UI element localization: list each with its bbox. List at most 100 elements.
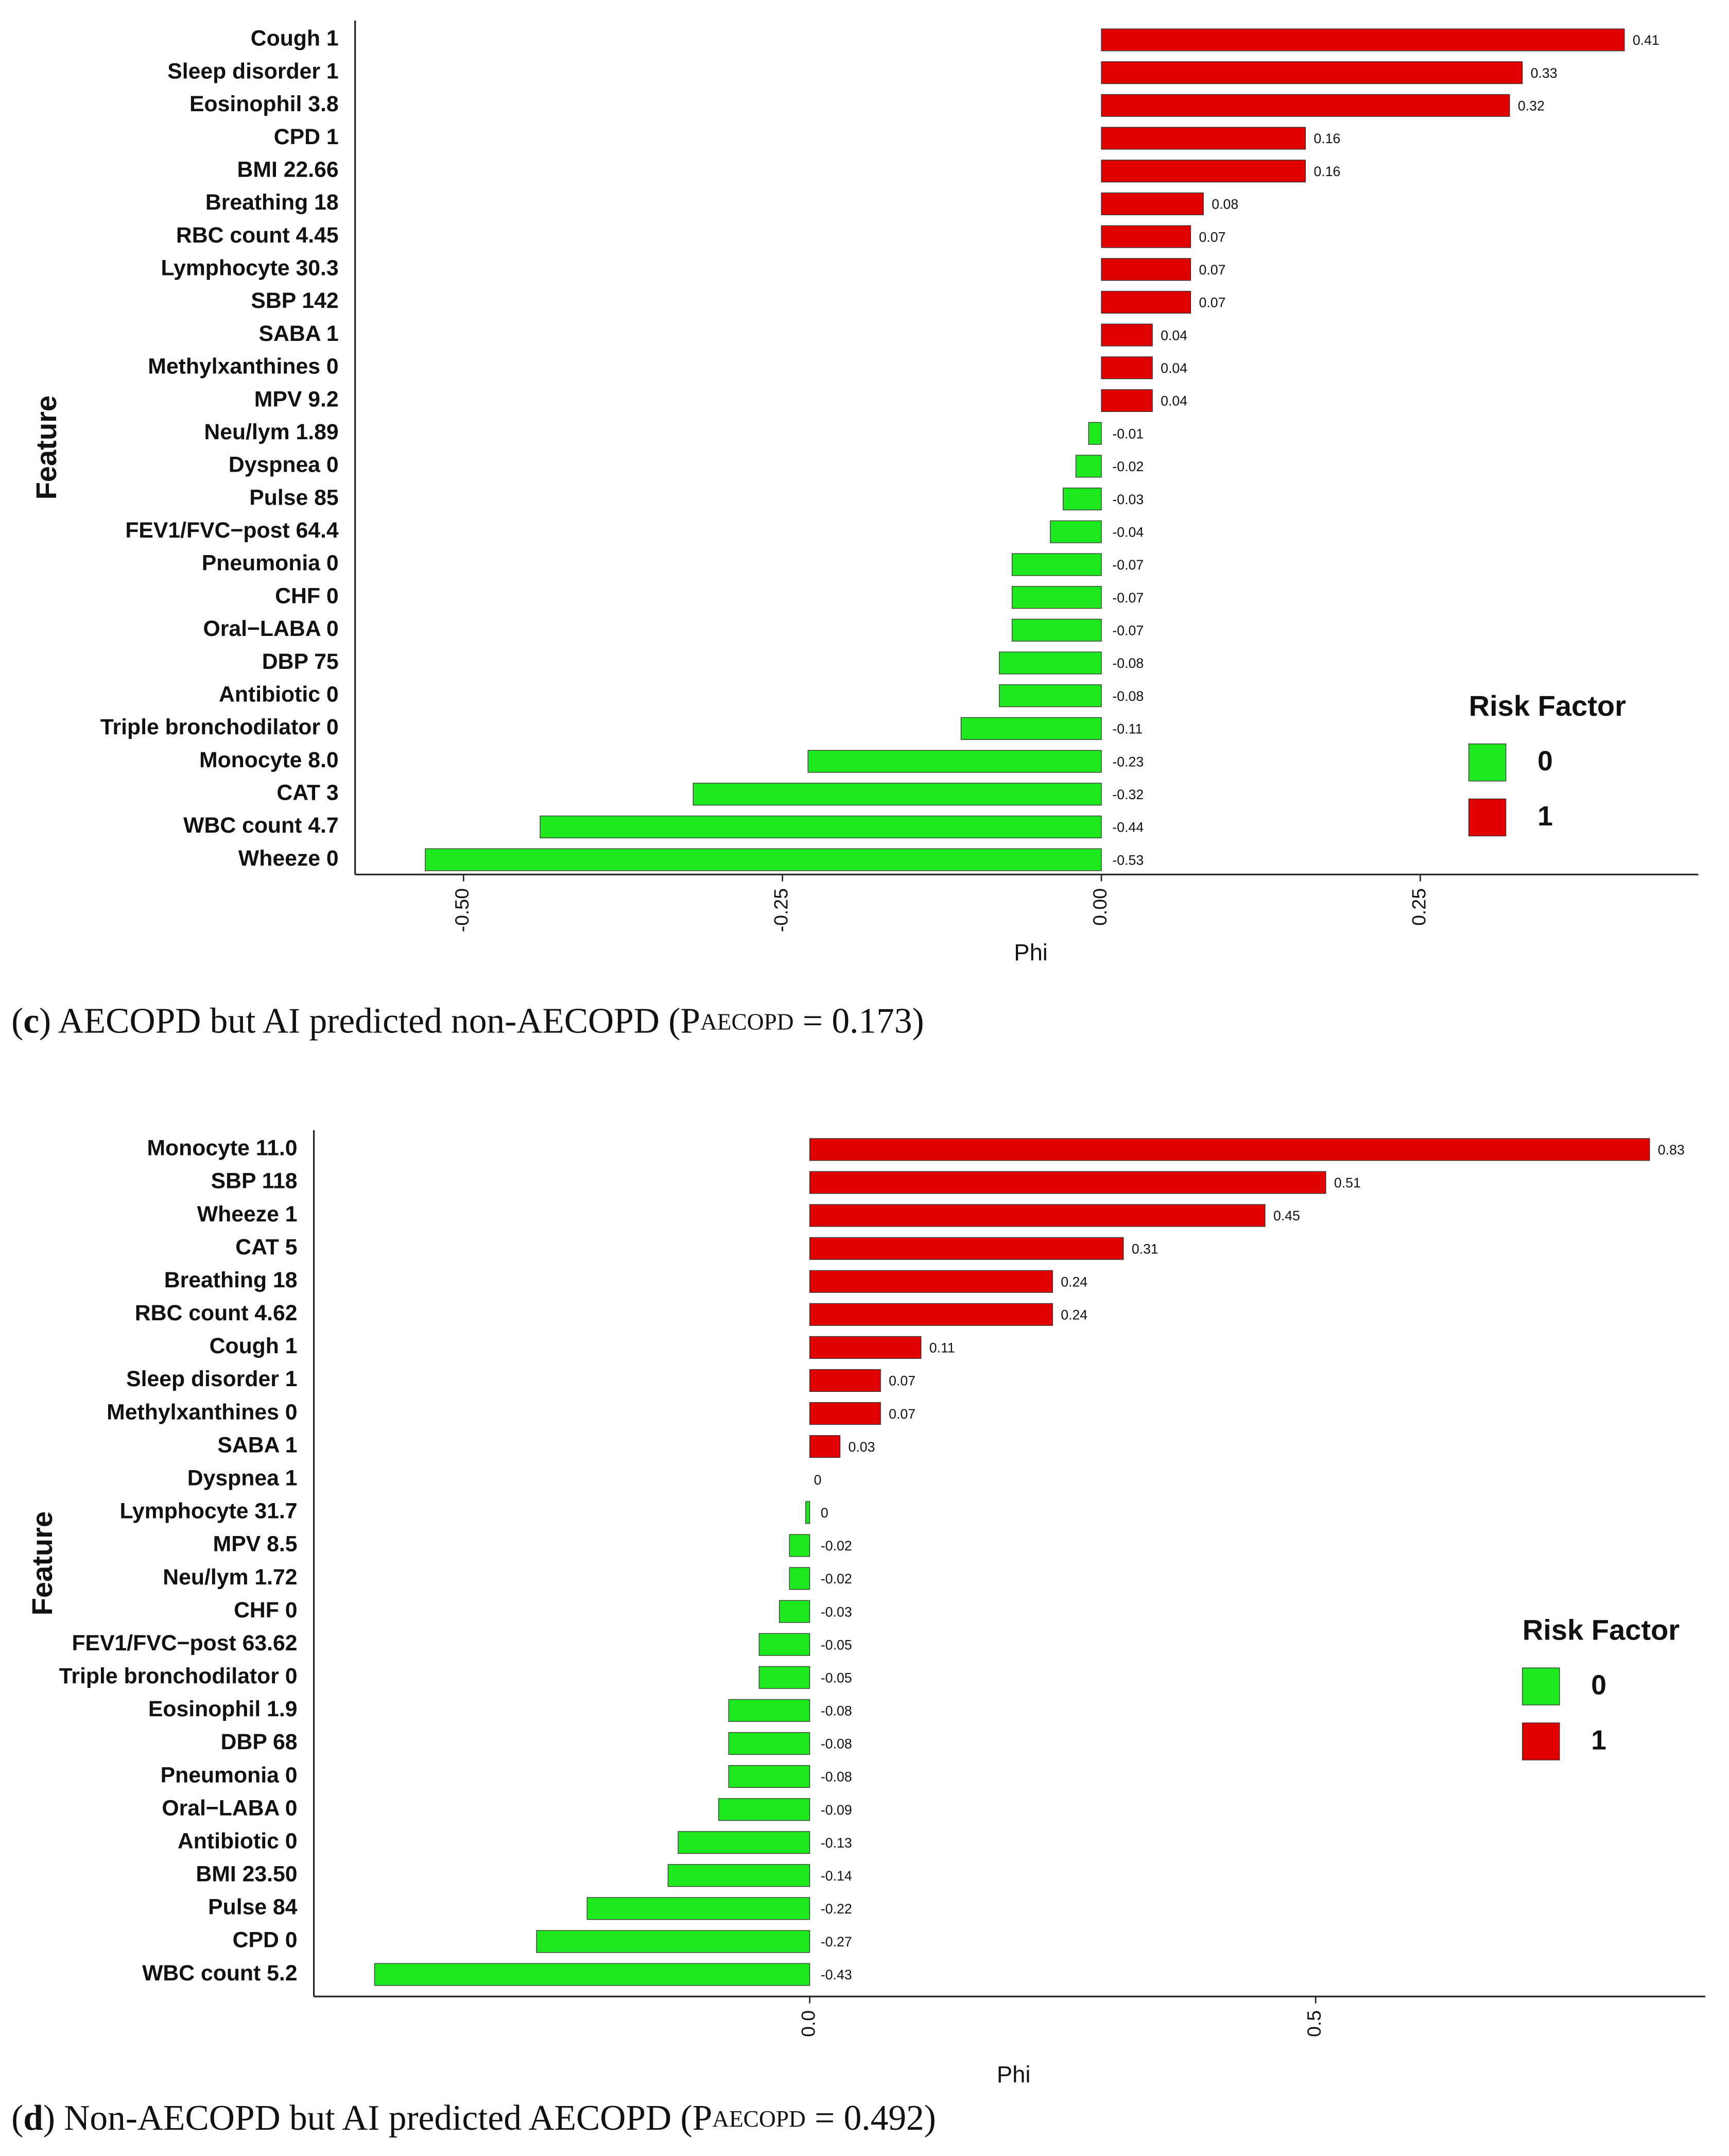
category-label: Pneumonia 0 (161, 1763, 298, 1787)
bar (1101, 160, 1306, 183)
value-label: 0.07 (889, 1406, 915, 1422)
value-label: 0.41 (1633, 32, 1659, 48)
value-label: -0.08 (1112, 688, 1144, 704)
y-axis-title: Feature (26, 1511, 58, 1616)
category-label: MPV 8.5 (213, 1532, 298, 1557)
value-label: 0.07 (1199, 262, 1225, 278)
value-label: 0.16 (1313, 131, 1340, 146)
caption: (c) AECOPD but AI predicted non-AECOPD (… (11, 1001, 924, 1041)
bar (779, 1600, 810, 1623)
bar (667, 1864, 810, 1887)
caption-part: = 0.173) (794, 1001, 924, 1041)
caption: (d) Non-AECOPD but AI predicted AECOPD (… (11, 2098, 936, 2138)
value-label: -0.44 (1112, 820, 1144, 835)
category-label: Eosinophil 1.9 (148, 1697, 298, 1721)
x-tick-label: -0.25 (770, 888, 792, 932)
legend-label: 0 (1537, 746, 1553, 777)
bar (1101, 61, 1523, 84)
bar (807, 750, 1102, 773)
category-label: FEV1/FVC−post 63.62 (72, 1631, 297, 1655)
category-label: CPD 1 (274, 125, 339, 149)
bar (1101, 323, 1153, 347)
value-label: 0.51 (1334, 1175, 1361, 1191)
caption-part: d (23, 2098, 43, 2138)
bar (960, 717, 1102, 740)
category-label: Breathing 18 (164, 1268, 298, 1292)
category-label: Lymphocyte 31.7 (119, 1499, 297, 1524)
value-label: -0.27 (821, 1934, 852, 1950)
bar (789, 1567, 810, 1590)
value-label: -0.08 (821, 1769, 852, 1785)
value-label: -0.01 (1112, 426, 1144, 441)
category-label: SBP 118 (211, 1169, 298, 1194)
category-label: Wheeze 1 (197, 1202, 298, 1227)
category-label: Breathing 18 (205, 190, 339, 215)
bar (718, 1798, 810, 1821)
bar (1063, 488, 1102, 511)
value-label: -0.05 (821, 1637, 852, 1652)
bar (1101, 356, 1153, 380)
bar (809, 1270, 1053, 1293)
category-label: WBC count 5.2 (142, 1961, 297, 1986)
category-label: SBP 142 (251, 288, 338, 313)
value-label: -0.23 (1112, 754, 1144, 769)
caption-part: ) Non-AECOPD but AI predicted AECOPD (P (43, 2098, 712, 2138)
category-label: Monocyte 11.0 (147, 1136, 297, 1161)
caption-part: AECOPD (712, 2107, 806, 2132)
bar (758, 1666, 810, 1689)
bar (758, 1633, 810, 1656)
legend-swatch (1468, 743, 1507, 782)
category-label: CPD 0 (233, 1928, 298, 1953)
value-label: -0.13 (821, 1835, 852, 1851)
category-label: RBC count 4.45 (176, 223, 339, 248)
category-label: Pulse 85 (249, 485, 338, 510)
bar (809, 1402, 881, 1425)
category-label: Wheeze 0 (238, 846, 339, 871)
value-label: 0.16 (1313, 164, 1340, 179)
category-label: Eosinophil 3.8 (189, 92, 339, 116)
x-axis-title: Phi (997, 2061, 1031, 2088)
value-label: 0.07 (889, 1373, 915, 1389)
bar (586, 1897, 810, 1920)
bar (809, 1171, 1326, 1194)
bar (809, 1336, 922, 1359)
bar (1101, 225, 1191, 248)
category-label: WBC count 4.7 (183, 813, 338, 838)
value-label: -0.09 (821, 1802, 852, 1818)
bar (809, 1303, 1053, 1326)
value-label: -0.07 (1112, 623, 1144, 639)
value-label: 0.08 (1212, 197, 1238, 212)
x-tick-label: -0.50 (451, 888, 473, 932)
bar (536, 1930, 810, 1953)
legend-title: Risk Factor (1469, 689, 1626, 722)
category-label: Triple bronchodilator 0 (100, 715, 339, 739)
value-label: 0.07 (1199, 295, 1225, 311)
bar (1101, 290, 1191, 314)
value-label: 0.24 (1061, 1274, 1087, 1289)
category-label: Dyspnea 0 (229, 453, 339, 477)
bar (1101, 127, 1306, 150)
value-label: -0.08 (1112, 656, 1144, 671)
category-label: Monocyte 8.0 (199, 748, 339, 772)
value-label: 0.11 (929, 1340, 955, 1356)
legend-swatch (1468, 798, 1507, 837)
value-label: 0.24 (1061, 1307, 1087, 1323)
value-label: -0.03 (1112, 492, 1144, 507)
value-label: -0.08 (821, 1736, 852, 1752)
category-label: Pulse 84 (208, 1895, 298, 1920)
bar (809, 1138, 1650, 1161)
category-label: RBC count 4.62 (135, 1301, 298, 1325)
value-label: -0.04 (1112, 524, 1144, 540)
category-label: Cough 1 (251, 26, 339, 51)
value-label: -0.32 (1112, 787, 1144, 802)
bar (809, 1369, 881, 1392)
category-label: CHF 0 (234, 1598, 297, 1623)
bar (809, 1204, 1266, 1227)
legend-label: 0 (1591, 1670, 1606, 1701)
value-label: -0.07 (1112, 590, 1144, 606)
bar (809, 1237, 1124, 1260)
bar (999, 684, 1102, 708)
value-label: -0.02 (821, 1538, 852, 1554)
value-label: -0.02 (821, 1571, 852, 1586)
value-label: 0.04 (1161, 327, 1187, 343)
